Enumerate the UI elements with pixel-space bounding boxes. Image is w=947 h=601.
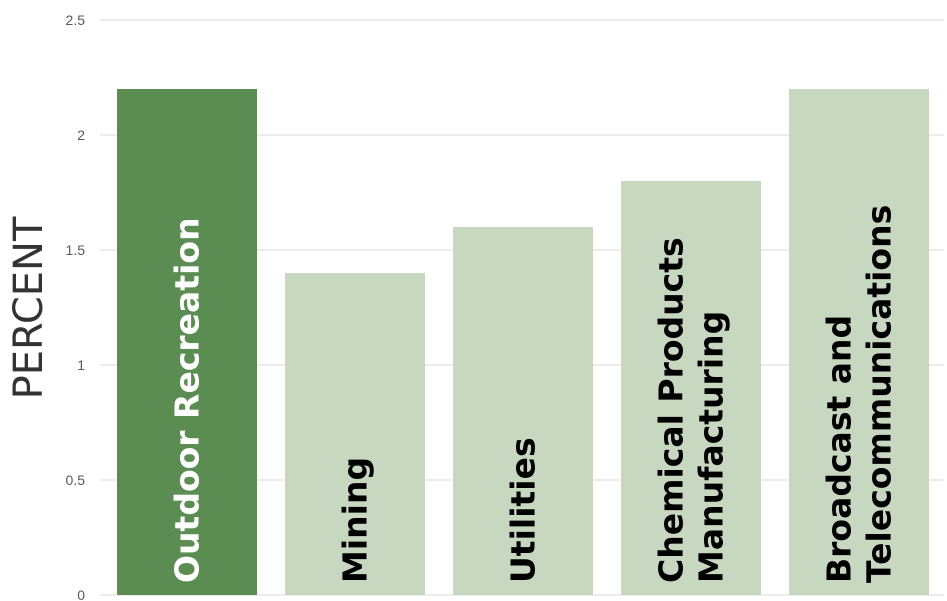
bar	[285, 273, 425, 595]
bar-label: Outdoor Recreation	[168, 217, 207, 583]
bar-label-line: Telecommunications	[860, 205, 899, 583]
y-tick-label: 0	[77, 587, 85, 601]
bar-label-line: Mining	[336, 457, 375, 583]
y-tick-label: 1	[77, 357, 85, 373]
bar-label: Utilities	[504, 437, 543, 583]
bar	[789, 89, 929, 595]
y-tick-label: 0.5	[66, 472, 86, 488]
bar-labels: Outdoor Recreation Mining Utilities Chemica…	[168, 205, 899, 583]
bars	[117, 89, 929, 595]
bar-label: Broadcast and Telecommunications	[820, 205, 899, 583]
bar-label: Mining	[336, 457, 375, 583]
bar-label-line: Utilities	[504, 437, 543, 583]
bar	[621, 181, 761, 595]
bar-label-line: Broadcast and	[820, 315, 859, 583]
bar	[117, 89, 257, 595]
y-tick-label: 2.5	[66, 12, 86, 28]
bar	[453, 227, 593, 595]
y-tick-label: 1.5	[66, 242, 86, 258]
bar-label-line: Outdoor Recreation	[168, 217, 207, 583]
bar-label: Chemical Products Manufacturing	[652, 237, 731, 583]
y-axis-ticks: 0 0.5 1 1.5 2 2.5	[66, 12, 86, 601]
y-axis-label: PERCENT	[6, 216, 52, 399]
bar-label-line: Chemical Products	[652, 237, 691, 583]
bar-label-line: Manufacturing	[692, 311, 731, 583]
y-tick-label: 2	[77, 127, 85, 143]
